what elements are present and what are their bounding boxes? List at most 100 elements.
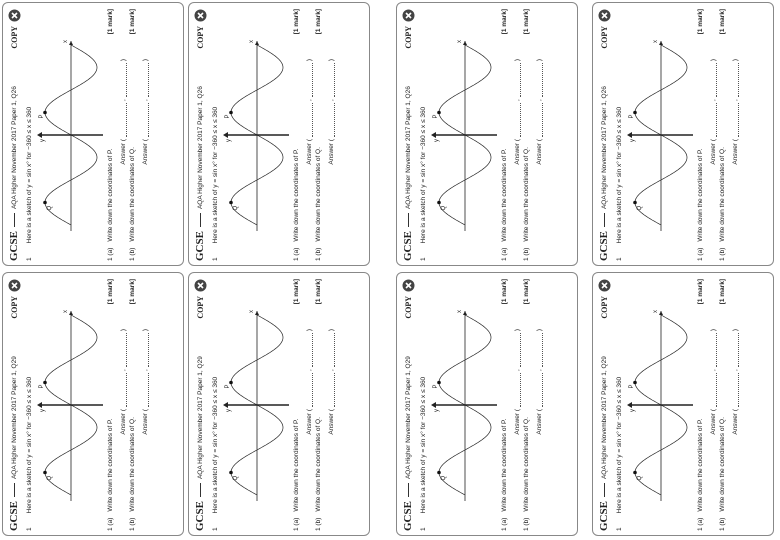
answer-line: Answer (,) (514, 329, 521, 531)
source: AQA Higher November 2017 Paper 1, Q29 (404, 356, 412, 480)
question-text: Here is a sketch of y = sin x° for −360 … (26, 106, 33, 244)
question-part: 1 (b) Write down the coordinates of Q. [1 … (315, 279, 322, 531)
question-intro: 1 Here is a sketch of y = sin x° for −360… (420, 9, 427, 261)
question-part: 1 (a) Write down the coordinates of P. [1 … (697, 279, 704, 531)
answer-open: Answer ( (710, 408, 717, 435)
card-content: GCSE AQA Higher November 2017 Paper 1, Q2… (593, 273, 773, 535)
answer-blank (514, 102, 521, 137)
question-card: GCSE AQA Higher November 2017 Paper 1, Q2… (396, 272, 578, 536)
answer-blank (142, 333, 149, 368)
p-label: P (39, 384, 45, 388)
answer-comma: , (142, 99, 149, 101)
part-text: Write down the coordinates of P. (501, 418, 508, 512)
y-arrow (627, 402, 632, 408)
card-header: GCSE AQA Higher November 2017 Paper 1, Q2… (400, 9, 416, 261)
answer-close: ) (306, 329, 313, 332)
answer-open: Answer ( (328, 408, 335, 435)
answer-blank (328, 63, 335, 98)
answer-open: Answer ( (120, 408, 127, 435)
part-text: Write down the coordinates of P. (501, 148, 508, 242)
y-label: y (40, 409, 46, 412)
source: AQA Higher November 2017 Paper 1, Q26 (10, 86, 18, 210)
close-icon (598, 279, 610, 292)
part-label: 1 (a) (293, 517, 300, 531)
question-number: 1 (420, 527, 427, 531)
answer-close: ) (142, 329, 149, 332)
close-icon (194, 279, 206, 292)
answer-open: Answer ( (514, 138, 521, 165)
separator (407, 483, 409, 498)
question-intro: 1 Here is a sketch of y = sin x° for −360… (26, 279, 33, 531)
marks: [1 mark] (107, 279, 114, 305)
question-part: 1 (b) Write down the coordinates of Q. [1 … (523, 9, 530, 261)
question-card: GCSE AQA Higher November 2017 Paper 1, Q2… (592, 2, 774, 266)
part-text: Write down the coordinates of Q. (523, 147, 530, 242)
y-label: y (226, 409, 232, 412)
marks: [1 mark] (315, 279, 322, 305)
part-label: 1 (b) (523, 517, 530, 531)
card-header: GCSE AQA Higher November 2017 Paper 1, Q2… (596, 9, 612, 261)
answer-line: Answer (,) (710, 59, 717, 261)
copy-label: COPY (195, 26, 205, 49)
answer-blank (306, 102, 313, 137)
y-arrow (37, 402, 42, 408)
card-content: GCSE AQA Higher November 2017 Paper 1, Q2… (3, 273, 183, 535)
answer-comma: , (328, 99, 335, 101)
answer-blank (710, 372, 717, 407)
answer-line: Answer (,) (306, 329, 313, 531)
q-label: Q (47, 206, 53, 211)
copy-label: COPY (9, 26, 19, 49)
x-arrow (463, 311, 467, 315)
x-label: x (653, 40, 659, 43)
answer-close: ) (710, 329, 717, 332)
question-text: Here is a sketch of y = sin x° for −360 … (616, 106, 623, 244)
close-icon (598, 9, 610, 22)
question-card: GCSE AQA Higher November 2017 Paper 1, Q2… (2, 2, 184, 266)
p-label: P (433, 384, 439, 388)
answer-comma: , (142, 369, 149, 371)
q-label: Q (637, 476, 643, 481)
answer-open: Answer ( (142, 408, 149, 435)
close-icon (8, 279, 20, 292)
point-q (229, 200, 233, 205)
question-part: 1 (b) Write down the coordinates of Q. [1 … (719, 279, 726, 531)
point-p (437, 110, 441, 115)
answer-blank (328, 102, 335, 137)
question-number: 1 (26, 257, 33, 261)
brand-logo: GCSE (8, 231, 20, 261)
answer-open: Answer ( (306, 408, 313, 435)
x-arrow (69, 311, 73, 315)
separator (13, 483, 15, 498)
answer-close: ) (536, 59, 543, 62)
point-p (229, 110, 233, 115)
q-label: Q (233, 476, 239, 481)
question-text: Here is a sketch of y = sin x° for −360 … (212, 106, 219, 244)
part-text: Write down the coordinates of Q. (719, 147, 726, 242)
answer-line: Answer (,) (732, 329, 739, 531)
answer-open: Answer ( (710, 138, 717, 165)
y-arrow (223, 402, 228, 408)
answer-comma: , (536, 369, 543, 371)
q-label: Q (47, 476, 53, 481)
marks: [1 mark] (107, 9, 114, 35)
answer-blank (536, 102, 543, 137)
part-text: Write down the coordinates of P. (697, 418, 704, 512)
sine-graph: x y P Q (223, 40, 289, 231)
part-text: Write down the coordinates of Q. (523, 417, 530, 512)
point-p (633, 380, 637, 385)
question-part: 1 (b) Write down the coordinates of Q. [1 … (523, 279, 530, 531)
point-q (437, 200, 441, 205)
answer-blank (120, 63, 127, 98)
answer-comma: , (120, 369, 127, 371)
answer-line: Answer (,) (536, 329, 543, 531)
p-label: P (629, 114, 635, 118)
part-text: Write down the coordinates of Q. (315, 147, 322, 242)
card-header: GCSE AQA Higher November 2017 Paper 1, Q2… (596, 279, 612, 531)
answer-blank (120, 333, 127, 368)
sine-graph: x y P Q (627, 40, 693, 231)
sine-curve (230, 44, 284, 226)
part-text: Write down the coordinates of P. (697, 148, 704, 242)
point-q (633, 200, 637, 205)
source: AQA Higher November 2017 Paper 1, Q29 (196, 356, 204, 480)
question-intro: 1 Here is a sketch of y = sin x° for −360… (26, 9, 33, 261)
